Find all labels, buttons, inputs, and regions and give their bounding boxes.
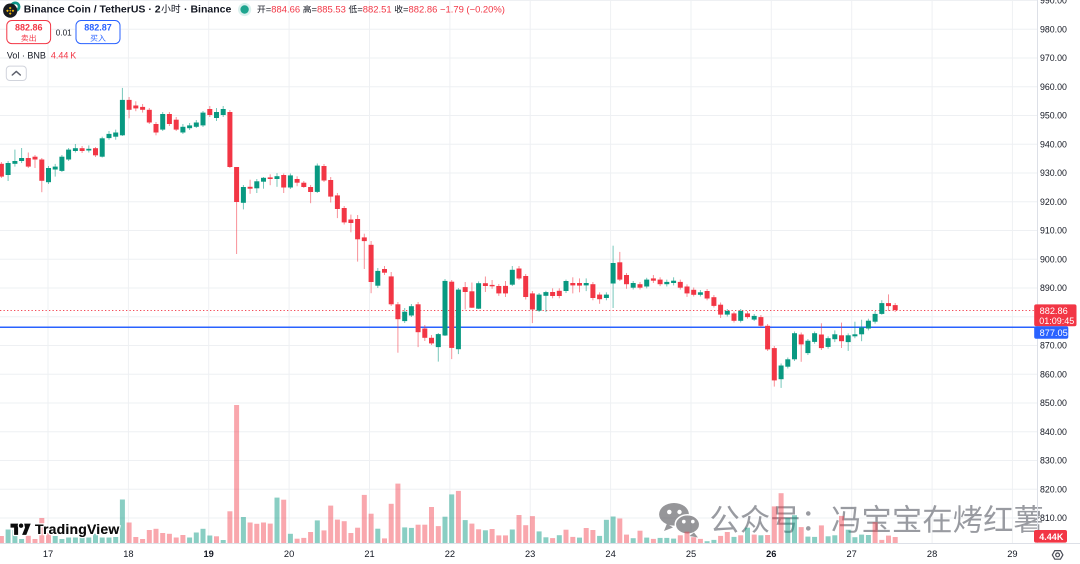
svg-text:882.86: 882.86 <box>15 23 43 33</box>
svg-text:23: 23 <box>525 549 535 559</box>
svg-text:882.87: 882.87 <box>84 23 112 33</box>
svg-text:882.86: 882.86 <box>409 3 440 14</box>
svg-text:990.00: 990.00 <box>1040 0 1067 6</box>
svg-text:877.05: 877.05 <box>1040 328 1068 338</box>
svg-text:870.00: 870.00 <box>1040 341 1067 351</box>
svg-text:884.66: 884.66 <box>271 3 302 14</box>
svg-text:25: 25 <box>686 549 696 559</box>
svg-text:28: 28 <box>927 549 937 559</box>
svg-text:940.00: 940.00 <box>1040 139 1067 149</box>
svg-text:820.00: 820.00 <box>1040 484 1067 494</box>
svg-text:18: 18 <box>123 549 133 559</box>
svg-text:960.00: 960.00 <box>1040 82 1067 92</box>
svg-text:=: = <box>357 3 363 14</box>
svg-text:−1.79 (−0.20%): −1.79 (−0.20%) <box>440 3 505 14</box>
svg-text:950.00: 950.00 <box>1040 111 1067 121</box>
svg-text:29: 29 <box>1007 549 1017 559</box>
svg-text:850.00: 850.00 <box>1040 398 1067 408</box>
svg-text:882.86: 882.86 <box>1040 306 1068 316</box>
svg-text:27: 27 <box>847 549 857 559</box>
svg-text:=: = <box>312 3 318 14</box>
svg-text:930.00: 930.00 <box>1040 168 1067 178</box>
svg-text:890.00: 890.00 <box>1040 283 1067 293</box>
svg-text:Vol · BNB: Vol · BNB <box>7 51 46 61</box>
svg-text:980.00: 980.00 <box>1040 25 1067 35</box>
svg-text:· Binance: · Binance <box>181 3 231 15</box>
svg-text:810.00: 810.00 <box>1040 513 1067 523</box>
svg-text:=: = <box>403 3 409 14</box>
svg-text:4.44K: 4.44K <box>1039 532 1064 542</box>
svg-text:882.51: 882.51 <box>363 3 394 14</box>
svg-text:19: 19 <box>204 549 214 559</box>
svg-text:840.00: 840.00 <box>1040 427 1067 437</box>
svg-text:TradingView: TradingView <box>35 521 119 537</box>
svg-text:860.00: 860.00 <box>1040 369 1067 379</box>
svg-text:=: = <box>266 3 272 14</box>
svg-text:22: 22 <box>445 549 455 559</box>
svg-text:885.53: 885.53 <box>317 3 348 14</box>
svg-text:26: 26 <box>766 549 776 559</box>
svg-text:910.00: 910.00 <box>1040 226 1067 236</box>
svg-text:Binance Coin / TetherUS · 2: Binance Coin / TetherUS · 2 <box>24 3 161 15</box>
svg-text:20: 20 <box>284 549 294 559</box>
svg-text:01:09:45: 01:09:45 <box>1039 316 1074 326</box>
svg-text:920.00: 920.00 <box>1040 197 1067 207</box>
svg-text:900.00: 900.00 <box>1040 254 1067 264</box>
svg-text:17: 17 <box>43 549 53 559</box>
svg-text:24: 24 <box>605 549 615 559</box>
svg-text:0.01: 0.01 <box>56 28 72 37</box>
svg-text:830.00: 830.00 <box>1040 456 1067 466</box>
svg-text:21: 21 <box>364 549 374 559</box>
svg-text:4.44 K: 4.44 K <box>51 51 76 61</box>
svg-text:970.00: 970.00 <box>1040 53 1067 63</box>
svg-text:TradingView: TradingView <box>35 521 119 537</box>
